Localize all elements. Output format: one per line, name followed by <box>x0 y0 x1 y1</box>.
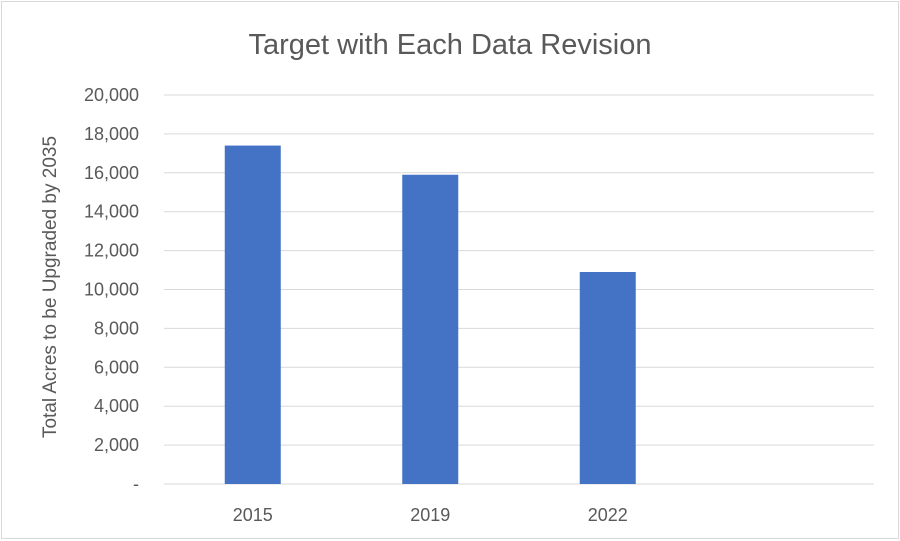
bar-2015 <box>224 145 281 484</box>
y-tick-label: 16,000 <box>84 163 139 183</box>
y-axis-ticks: - 2,000 4,000 6,000 8,000 10,000 12,000 14,000 1… <box>84 85 139 494</box>
x-tick-label: 2015 <box>233 505 273 525</box>
x-axis-ticks: 2015 2019 2022 <box>233 505 628 525</box>
chart-title: Target with Each Data Revision <box>249 29 652 61</box>
bar-2022 <box>579 271 636 484</box>
y-tick-label: 12,000 <box>84 241 139 261</box>
bar-2019 <box>402 174 459 484</box>
y-tick-label: 18,000 <box>84 124 139 144</box>
y-tick-label: 6,000 <box>94 357 139 377</box>
y-axis-title: Total Acres to be Upgraded by 2035 <box>40 136 61 438</box>
y-tick-label: 20,000 <box>84 85 139 105</box>
y-tick-label: - <box>133 474 139 494</box>
x-tick-label: 2019 <box>410 505 450 525</box>
y-tick-label: 14,000 <box>84 202 139 222</box>
x-tick-label: 2022 <box>588 505 628 525</box>
y-tick-label: 8,000 <box>94 318 139 338</box>
gridlines <box>164 94 874 485</box>
bars <box>224 145 636 484</box>
y-tick-label: 10,000 <box>84 280 139 300</box>
y-tick-label: 2,000 <box>94 435 139 455</box>
y-tick-label: 4,000 <box>94 396 139 416</box>
